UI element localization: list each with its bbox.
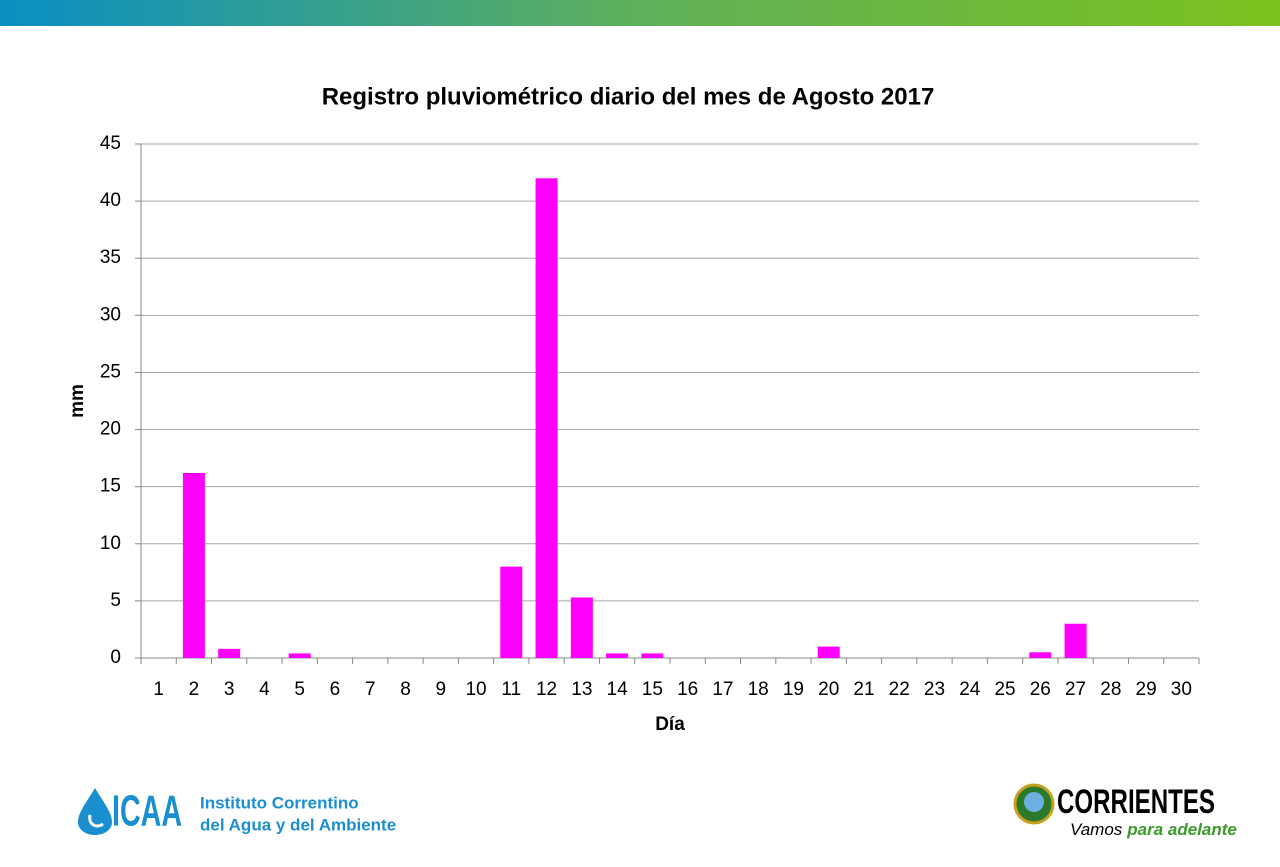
- x-tick-label: 26: [1030, 679, 1051, 700]
- x-tick-label: 28: [1100, 679, 1121, 700]
- x-tick-label: 30: [1171, 679, 1192, 700]
- bar: [182, 472, 205, 658]
- x-tick-label: 14: [607, 679, 629, 700]
- corrientes-name: CORRIENTES: [1057, 783, 1215, 821]
- bar: [570, 597, 593, 658]
- y-tick-label: 5: [110, 590, 121, 611]
- x-tick-label: 16: [677, 679, 698, 700]
- x-tick-label: 10: [465, 679, 486, 700]
- x-tick-label: 17: [712, 679, 733, 700]
- icaa-line: Instituto Correntino: [200, 793, 359, 812]
- y-tick-label: 25: [100, 361, 121, 382]
- x-tick-label: 24: [959, 679, 981, 700]
- corrientes-logo: CORRIENTES Vamos para adelante: [1013, 783, 1237, 839]
- drop-highlight: [88, 814, 104, 828]
- y-tick-label: 15: [100, 476, 121, 497]
- x-tick-label: 27: [1065, 679, 1086, 700]
- bar: [1029, 652, 1052, 658]
- y-tick-label: 40: [100, 190, 121, 211]
- x-tick-label: 2: [189, 679, 200, 700]
- x-tick-label: 25: [994, 679, 1015, 700]
- y-axis-label: mm: [67, 384, 88, 418]
- bar: [641, 653, 664, 658]
- x-tick-label: 12: [536, 679, 557, 700]
- bar: [1064, 623, 1087, 658]
- x-tick-label: 15: [642, 679, 663, 700]
- icaa-name: ICAA: [112, 787, 182, 836]
- x-tick-label: 3: [224, 679, 235, 700]
- y-tick-label: 35: [100, 247, 121, 268]
- x-tick-label: 1: [153, 679, 164, 700]
- x-tick-label: 29: [1136, 679, 1157, 700]
- y-tick-label: 20: [100, 419, 121, 440]
- x-tick-label: 13: [571, 679, 592, 700]
- x-tick-label: 19: [783, 679, 804, 700]
- bar: [535, 178, 558, 658]
- chart-title: Registro pluviométrico diario del mes de…: [322, 83, 935, 110]
- y-tick-label: 0: [110, 647, 121, 668]
- x-tick-label: 7: [365, 679, 376, 700]
- emblem-center: [1024, 792, 1044, 812]
- y-tick-label: 10: [100, 533, 121, 554]
- bar: [817, 646, 840, 658]
- slogan: Vamos para adelante: [1070, 820, 1237, 839]
- slogan-part: para adelante: [1126, 820, 1237, 839]
- x-tick-label: 21: [853, 679, 874, 700]
- x-tick-label: 9: [435, 679, 446, 700]
- y-tick-label: 30: [100, 304, 121, 325]
- x-tick-label: 18: [748, 679, 769, 700]
- x-tick-label: 4: [259, 679, 270, 700]
- x-tick-label: 6: [330, 679, 341, 700]
- drop-icon: [78, 788, 112, 835]
- icaa-line: del Agua y del Ambiente: [200, 815, 396, 834]
- x-tick-label: 23: [924, 679, 945, 700]
- x-tick-label: 22: [889, 679, 910, 700]
- header-bar: [0, 0, 1280, 26]
- x-tick-label: 8: [400, 679, 411, 700]
- bar: [218, 648, 241, 658]
- slogan-part: Vamos: [1070, 820, 1123, 839]
- bar: [288, 653, 311, 658]
- x-tick-label: 5: [294, 679, 305, 700]
- bar: [500, 566, 523, 658]
- x-axis-label: Día: [655, 714, 685, 735]
- icaa-logo: ICAA Instituto Correntino del Agua y del…: [78, 787, 396, 836]
- y-tick-label: 45: [100, 133, 121, 154]
- x-tick-label: 11: [501, 679, 521, 700]
- x-tick-label: 20: [818, 679, 839, 700]
- bar: [606, 653, 629, 658]
